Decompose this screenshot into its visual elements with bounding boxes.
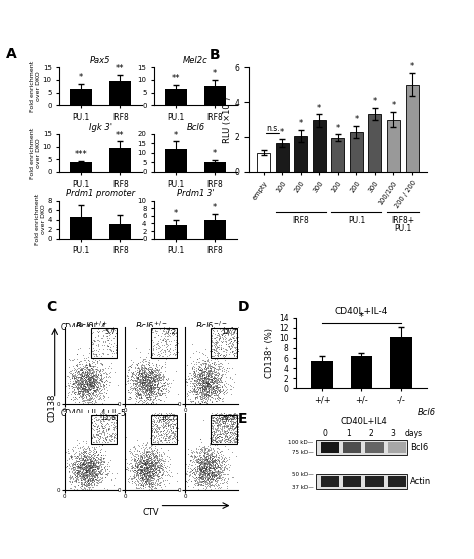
Bar bbox=[365, 442, 383, 453]
Bar bbox=[165, 149, 187, 172]
Text: 1: 1 bbox=[346, 429, 351, 438]
Bar bbox=[343, 476, 362, 487]
Bar bbox=[70, 162, 91, 172]
Bar bbox=[109, 224, 131, 239]
Text: *: * bbox=[79, 73, 83, 82]
Text: **: ** bbox=[116, 64, 125, 73]
Text: 0: 0 bbox=[322, 429, 328, 438]
Bar bbox=[311, 361, 333, 389]
Bar bbox=[70, 89, 91, 105]
Bar bbox=[350, 132, 363, 172]
Text: IRF8: IRF8 bbox=[292, 216, 309, 225]
Bar bbox=[351, 356, 372, 389]
Y-axis label: CD138⁺ (%): CD138⁺ (%) bbox=[264, 328, 273, 378]
Text: B: B bbox=[210, 48, 221, 61]
Text: CD40L+IL-4: CD40L+IL-4 bbox=[61, 323, 107, 332]
Bar bbox=[390, 337, 412, 389]
Text: *: * bbox=[354, 115, 358, 124]
Text: n.s.: n.s. bbox=[266, 124, 280, 132]
Bar bbox=[406, 84, 419, 172]
Text: CD40L+IL4: CD40L+IL4 bbox=[341, 416, 387, 425]
Text: days: days bbox=[404, 429, 423, 438]
Bar bbox=[70, 217, 91, 239]
Bar bbox=[365, 476, 383, 487]
Text: 37 kD—: 37 kD— bbox=[292, 485, 313, 490]
Bar bbox=[294, 136, 307, 172]
Bar bbox=[165, 225, 187, 239]
Bar bbox=[368, 114, 382, 172]
Bar bbox=[387, 120, 400, 172]
Bar bbox=[257, 153, 270, 172]
Text: IRF8+: IRF8+ bbox=[391, 216, 414, 225]
Title: CD40L+IL-4: CD40L+IL-4 bbox=[335, 306, 388, 316]
Text: *: * bbox=[280, 128, 284, 137]
Y-axis label: Fold enrichment
over DKO: Fold enrichment over DKO bbox=[35, 194, 46, 245]
Bar bbox=[204, 220, 226, 239]
Bar bbox=[321, 442, 339, 453]
Y-axis label: Fold enrichment
over DKO: Fold enrichment over DKO bbox=[30, 127, 41, 178]
Text: 75 kD—: 75 kD— bbox=[292, 450, 313, 455]
Text: CD40L+IL-4+IL-5: CD40L+IL-4+IL-5 bbox=[61, 409, 127, 419]
Bar bbox=[165, 89, 187, 105]
Title: Pax5: Pax5 bbox=[90, 56, 111, 65]
Title: Bcl6: Bcl6 bbox=[186, 122, 204, 132]
Text: *: * bbox=[213, 203, 217, 212]
Text: *: * bbox=[373, 97, 377, 106]
Text: E: E bbox=[238, 413, 247, 427]
Text: C: C bbox=[46, 300, 57, 314]
Text: Actin: Actin bbox=[410, 477, 431, 486]
Text: 50 kD—: 50 kD— bbox=[292, 472, 313, 477]
Text: *: * bbox=[317, 103, 321, 112]
Bar bbox=[316, 440, 407, 455]
Bar bbox=[109, 148, 131, 172]
Text: 100 kD—: 100 kD— bbox=[288, 440, 313, 445]
Text: **: ** bbox=[172, 74, 180, 83]
Text: A: A bbox=[6, 46, 16, 60]
Text: **: ** bbox=[116, 131, 125, 140]
Bar bbox=[388, 476, 406, 487]
Text: *: * bbox=[213, 69, 217, 78]
Bar bbox=[313, 120, 326, 172]
Text: *: * bbox=[299, 119, 303, 128]
Bar bbox=[109, 81, 131, 105]
Text: *: * bbox=[410, 63, 414, 72]
Text: *: * bbox=[336, 124, 340, 132]
Bar bbox=[276, 143, 289, 172]
Text: CTV: CTV bbox=[142, 508, 159, 517]
Text: $Bcl6^{+/-}$: $Bcl6^{+/-}$ bbox=[135, 320, 167, 332]
Text: Bcl6: Bcl6 bbox=[410, 443, 428, 452]
Text: 3: 3 bbox=[390, 429, 395, 438]
Bar bbox=[321, 476, 339, 487]
Bar bbox=[204, 163, 226, 172]
Bar bbox=[388, 442, 406, 453]
Text: D: D bbox=[238, 300, 249, 314]
Bar bbox=[204, 86, 226, 105]
Text: CD138: CD138 bbox=[47, 394, 56, 422]
Y-axis label: Fold enrichment
over DKO: Fold enrichment over DKO bbox=[30, 60, 41, 112]
Title: Prdm1 3': Prdm1 3' bbox=[177, 190, 214, 198]
Text: *: * bbox=[359, 312, 364, 322]
Title: Mel2c: Mel2c bbox=[183, 56, 208, 65]
Bar bbox=[343, 442, 362, 453]
Text: *: * bbox=[173, 209, 178, 218]
Text: Bcl6: Bcl6 bbox=[418, 408, 436, 417]
Text: PU.1: PU.1 bbox=[348, 216, 365, 225]
Text: *: * bbox=[173, 131, 178, 140]
Text: ***: *** bbox=[74, 150, 87, 159]
Title: Igk 3': Igk 3' bbox=[89, 122, 112, 132]
Text: *: * bbox=[213, 149, 217, 158]
Bar bbox=[331, 138, 344, 172]
Text: $Bcl6^{-/-}$: $Bcl6^{-/-}$ bbox=[195, 320, 228, 332]
Text: $Bcl6^{+/+}$: $Bcl6^{+/+}$ bbox=[75, 320, 108, 332]
Bar bbox=[316, 473, 407, 489]
Title: Prdm1 promoter: Prdm1 promoter bbox=[66, 190, 135, 198]
Text: *: * bbox=[392, 101, 396, 110]
Y-axis label: RLU (×10³): RLU (×10³) bbox=[223, 96, 232, 143]
Text: 2: 2 bbox=[368, 429, 373, 438]
Text: PU.1: PU.1 bbox=[394, 224, 411, 233]
